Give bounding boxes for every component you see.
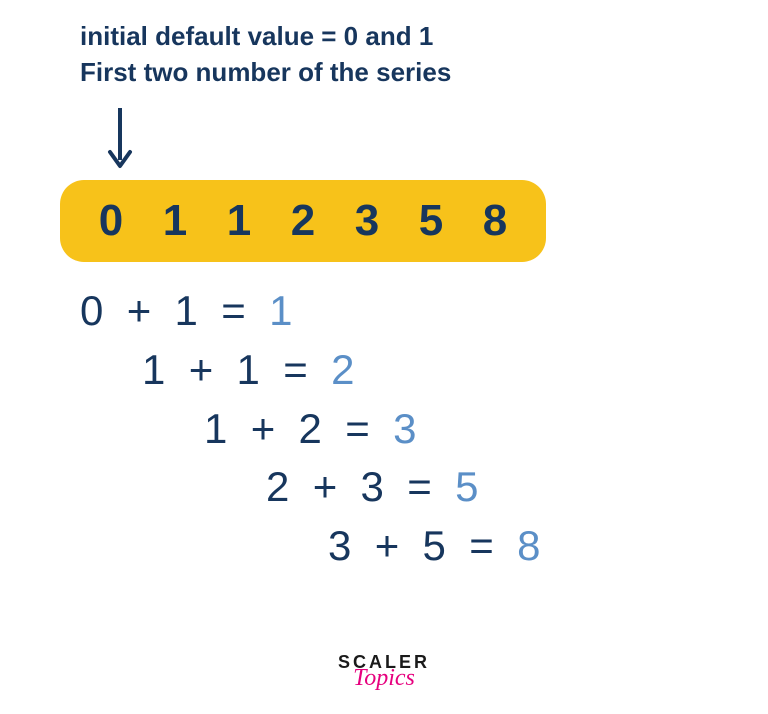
calculation-row: 1 + 2 = 3 [204, 400, 540, 459]
calc-result: 5 [455, 463, 478, 510]
calculation-row: 0 + 1 = 1 [80, 282, 540, 341]
calculation-row: 1 + 1 = 2 [142, 341, 540, 400]
calc-lhs: 3 + 5 = [328, 522, 517, 569]
calc-result: 1 [269, 287, 292, 334]
series-value: 3 [352, 196, 382, 246]
calc-result: 3 [393, 405, 416, 452]
calc-lhs: 1 + 1 = [142, 346, 331, 393]
calculation-row: 2 + 3 = 5 [266, 458, 540, 517]
header-line-2: First two number of the series [80, 54, 451, 90]
calculation-steps: 0 + 1 = 11 + 1 = 21 + 2 = 32 + 3 = 53 + … [80, 282, 540, 576]
calculation-row: 3 + 5 = 8 [328, 517, 540, 576]
calc-result: 8 [517, 522, 540, 569]
brand-logo: SCALER Topics [338, 654, 430, 690]
header-line-1: initial default value = 0 and 1 [80, 18, 451, 54]
header-caption: initial default value = 0 and 1 First tw… [80, 18, 451, 91]
series-value: 2 [288, 196, 318, 246]
fibonacci-series-box: 0112358 [60, 180, 546, 262]
series-value: 8 [480, 196, 510, 246]
calc-lhs: 2 + 3 = [266, 463, 455, 510]
series-value: 1 [160, 196, 190, 246]
calc-lhs: 0 + 1 = [80, 287, 269, 334]
series-value: 1 [224, 196, 254, 246]
calc-result: 2 [331, 346, 354, 393]
series-value: 5 [416, 196, 446, 246]
series-value: 0 [96, 196, 126, 246]
calc-lhs: 1 + 2 = [204, 405, 393, 452]
down-arrow-icon [106, 106, 134, 177]
